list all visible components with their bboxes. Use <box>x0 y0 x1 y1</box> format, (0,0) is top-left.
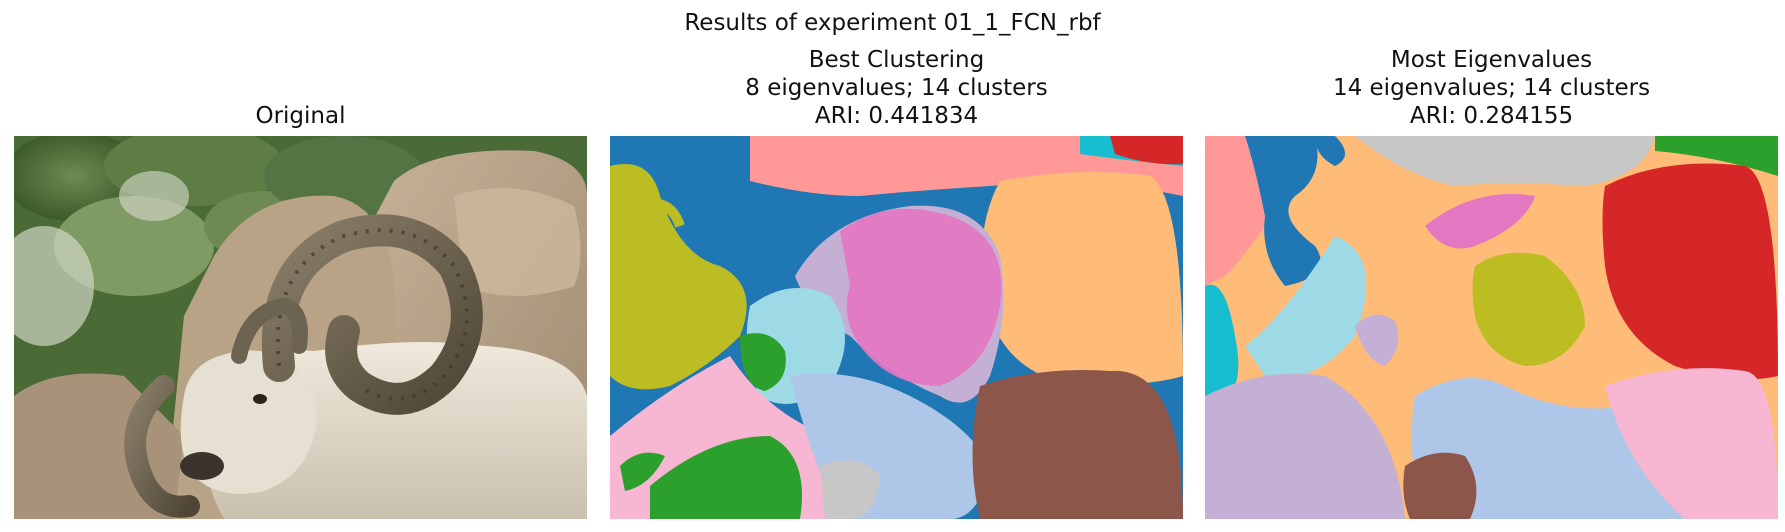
segment-gray <box>820 460 880 519</box>
segment-light-cyan <box>1245 236 1367 378</box>
segment-gray <box>1355 136 1655 186</box>
best-clustering-ari: ARI: 0.441834 <box>814 103 979 129</box>
segment-olive <box>1472 252 1585 366</box>
most-eigenvalues-title: Most Eigenvalues <box>1390 47 1593 73</box>
best-clustering-title: Best Clustering <box>808 47 985 73</box>
segment-olive <box>610 164 747 390</box>
most-eigenvalues-eigenvalues: 14 eigenvalues; 14 clusters <box>1332 75 1651 101</box>
ram <box>124 214 587 519</box>
best-clustering-image <box>610 136 1183 519</box>
segment-orange <box>982 172 1183 386</box>
segment-green <box>1655 136 1778 176</box>
most-eigenvalues-ari: ARI: 0.284155 <box>1409 103 1574 129</box>
segment-pink <box>840 208 1002 386</box>
most-eigenvalues-image <box>1205 136 1778 519</box>
segment-light-pink <box>1605 368 1778 519</box>
best-clustering-panel-title: Best Clustering 8 eigenvalues; 14 cluste… <box>610 46 1183 130</box>
segment-red <box>1602 163 1778 380</box>
segment-lavender <box>1205 373 1405 519</box>
most-eigenvalues-panel-title: Most Eigenvalues 14 eigenvalues; 14 clus… <box>1205 46 1778 130</box>
segment-red <box>1110 136 1183 165</box>
original-panel-title: Original <box>14 102 587 130</box>
segment-green-lower <box>650 436 802 519</box>
segment-green-eye <box>740 333 786 391</box>
segment-cyan <box>1205 284 1239 396</box>
segment-brown <box>972 370 1183 519</box>
segment-salmon <box>1205 136 1269 286</box>
best-clustering-eigenvalues: 8 eigenvalues; 14 clusters <box>745 75 1048 101</box>
segment-brown <box>1403 452 1477 519</box>
figure-suptitle: Results of experiment 01_1_FCN_rbf <box>684 10 1101 36</box>
original-title-line: Original <box>255 103 346 129</box>
segment-pink <box>1425 194 1535 249</box>
original-image <box>14 136 587 519</box>
segment-blue <box>1245 136 1321 286</box>
